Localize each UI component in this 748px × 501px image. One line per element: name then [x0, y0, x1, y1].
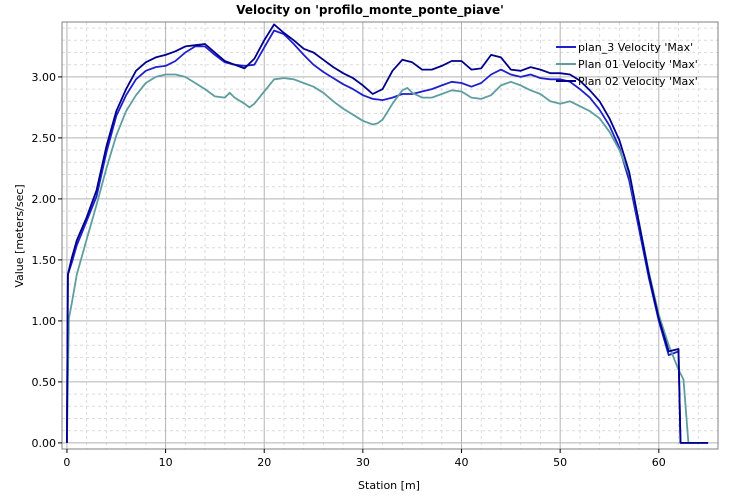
y-tick-label: 1.50: [32, 254, 57, 267]
legend: plan_3 Velocity 'Max' Plan 01 Velocity 'M…: [556, 41, 698, 88]
axes: [58, 21, 719, 453]
x-tick-label: 40: [455, 456, 469, 469]
y-tick-label: 2.50: [32, 132, 57, 145]
legend-label-2: Plan 01 Velocity 'Max': [578, 58, 698, 71]
x-tick-labels: 0 10 20 30 40 50 60: [63, 456, 665, 469]
x-tick-label: 30: [356, 456, 370, 469]
y-tick-label: 0.00: [32, 437, 57, 450]
series-line-1: [66, 29, 709, 444]
y-tick-label: 0.50: [32, 376, 57, 389]
series-line-3: [66, 23, 709, 444]
plot-frame: [61, 21, 719, 450]
series-line-2: [66, 73, 709, 444]
series-layer: [66, 23, 709, 444]
y-tick-label: 1.00: [32, 315, 57, 328]
y-tick-label: 2.00: [32, 193, 57, 206]
legend-label-1: plan_3 Velocity 'Max': [578, 41, 693, 54]
x-tick-label: 50: [553, 456, 567, 469]
x-tick-label: 0: [63, 456, 70, 469]
y-axis-label: Value [meters/sec]: [13, 184, 26, 287]
x-axis-label: Station [m]: [358, 479, 420, 492]
legend-label-3: Plan 02 Velocity 'Max': [578, 75, 698, 88]
grid-major: [62, 22, 718, 449]
chart-title: Velocity on 'profilo_monte_ponte_piave': [236, 3, 504, 18]
x-tick-label: 20: [257, 456, 271, 469]
y-tick-label: 3.00: [32, 71, 57, 84]
x-tick-label: 10: [159, 456, 173, 469]
x-tick-label: 60: [652, 456, 666, 469]
y-tick-labels: 0.00 0.50 1.00 1.50 2.00 2.50 3.00: [32, 71, 57, 450]
